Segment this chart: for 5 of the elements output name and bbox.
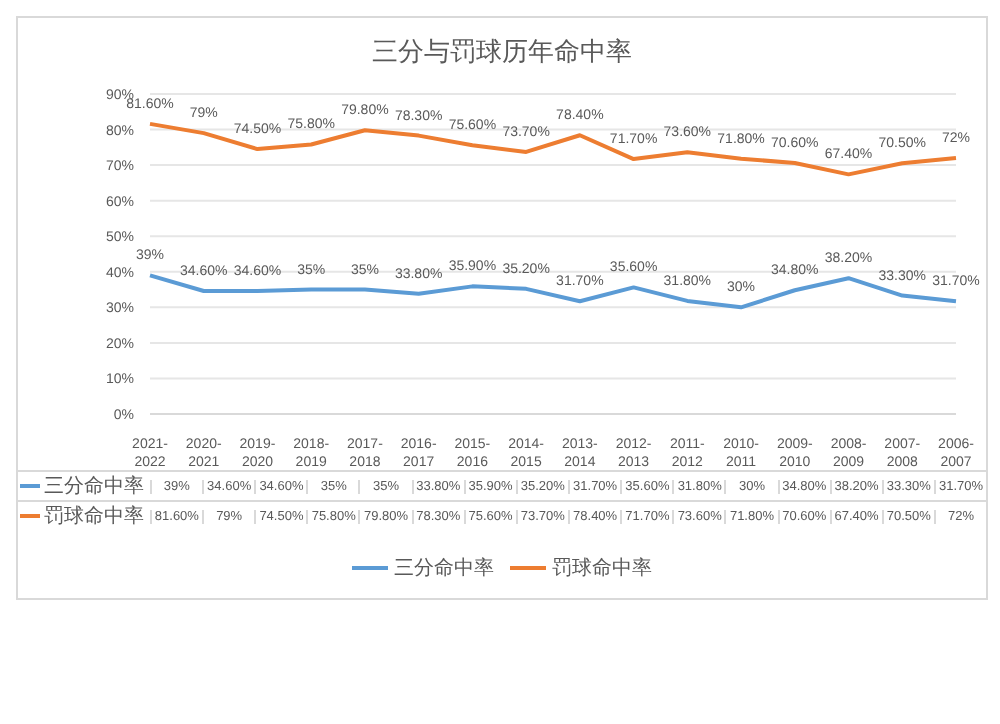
chart-title: 三分与罚球历年命中率 — [370, 34, 634, 70]
text: 罚球命中率 — [552, 558, 652, 580]
text: 三分命中率 — [394, 558, 494, 580]
legend-label: 罚球命中率 — [44, 503, 144, 530]
legend-label: 三分命中率 — [44, 473, 144, 500]
